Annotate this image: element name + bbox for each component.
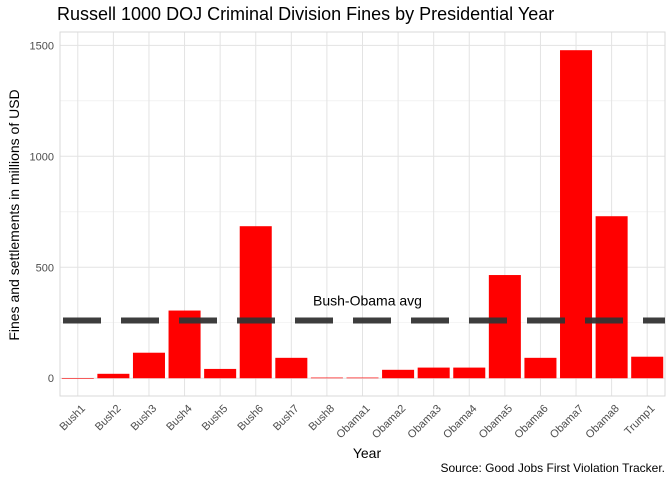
x-tick-label: Obama4 — [441, 403, 479, 441]
x-tick-label: Bush2 — [93, 403, 124, 434]
bars — [61, 50, 664, 379]
y-axis-title: Fines and settlements in millions of USD — [6, 89, 22, 340]
x-tick-label: Bush4 — [164, 403, 195, 434]
x-axis-title: Year — [353, 445, 382, 461]
x-axis-ticks: Bush1 Bush2 Bush3 Bush4 Bush5 Bush6 Bush7 Bush8… — [57, 403, 657, 441]
x-tick-label: Bush1 — [57, 403, 88, 434]
x-tick-label: Bush6 — [235, 403, 266, 434]
y-tick-label: 1000 — [30, 151, 54, 163]
bar-obama7 — [560, 50, 593, 379]
bar-bush3 — [132, 352, 165, 379]
x-tick-label: Bush3 — [129, 403, 160, 434]
y-tick-label: 1500 — [30, 40, 54, 52]
reference-line-label: Bush-Obama avg — [313, 293, 422, 309]
bar-bush2 — [97, 373, 130, 379]
chart-title: Russell 1000 DOJ Criminal Division Fines… — [57, 4, 554, 24]
bar-obama1 — [346, 377, 379, 379]
x-tick-label: Bush8 — [307, 403, 338, 434]
bar-obama8 — [595, 216, 628, 379]
bar-obama2 — [382, 369, 415, 379]
x-tick-label: Obama6 — [512, 403, 550, 441]
y-tick-label: 500 — [36, 262, 54, 274]
bar-bush1 — [61, 378, 94, 379]
bar-bush7 — [275, 357, 308, 379]
x-tick-label: Bush7 — [271, 403, 302, 434]
y-tick-label: 0 — [48, 373, 54, 385]
bar-obama4 — [453, 367, 486, 379]
x-tick-label: Obama7 — [548, 403, 586, 441]
bar-bush5 — [204, 368, 237, 379]
x-tick-label: Obama1 — [334, 403, 372, 441]
bar-obama5 — [488, 275, 521, 379]
x-tick-label: Obama8 — [584, 403, 622, 441]
bar-obama3 — [417, 367, 450, 379]
bar-obama6 — [524, 357, 557, 379]
bar-bush6 — [239, 226, 272, 379]
x-tick-label: Obama2 — [370, 403, 408, 441]
reference-line-group: Bush-Obama avg — [60, 293, 665, 324]
y-axis-ticks: 0 500 1000 1500 — [30, 40, 54, 385]
bar-trump1 — [631, 356, 664, 379]
x-tick-label: Obama5 — [477, 403, 515, 441]
panel-border — [59, 31, 666, 397]
bar-bush8 — [310, 377, 343, 379]
x-tick-label: Bush5 — [200, 403, 231, 434]
x-tick-label: Trump1 — [622, 403, 657, 438]
x-tick-label: Obama3 — [406, 403, 444, 441]
chart-caption: Source: Good Jobs First Violation Tracke… — [440, 461, 665, 475]
